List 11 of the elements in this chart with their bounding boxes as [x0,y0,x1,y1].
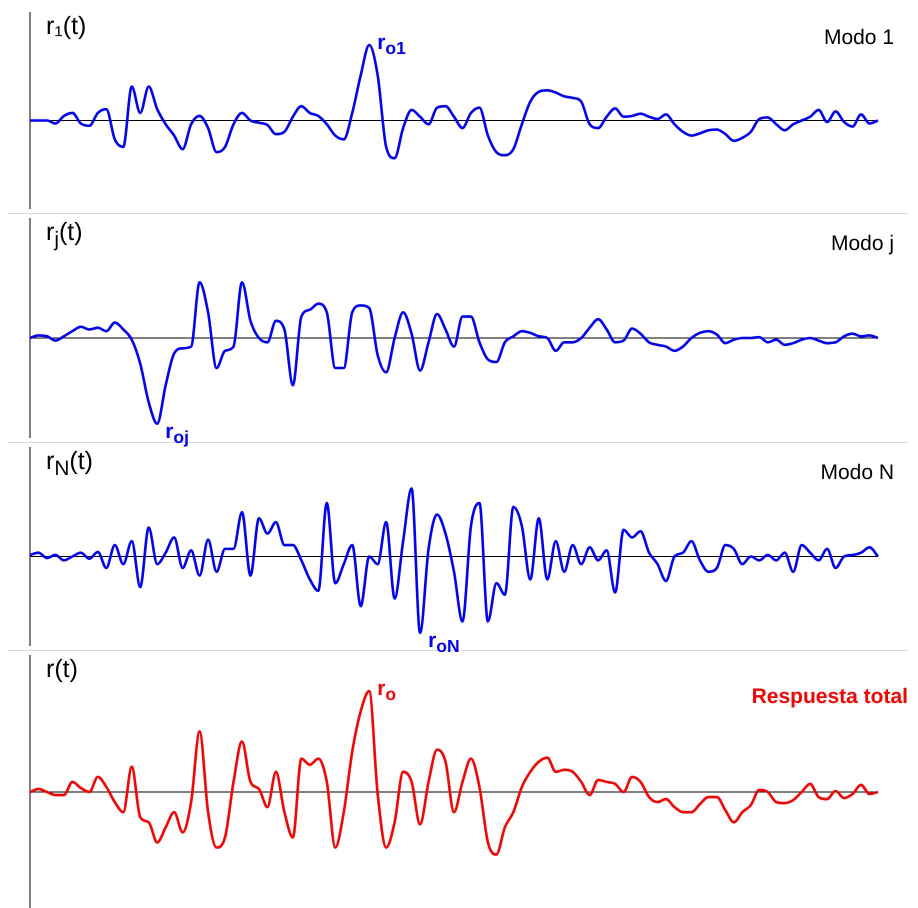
text: Respuesta total [752,685,908,709]
y-axis-title: r$_{N}$(t) [46,447,93,481]
annotation: r$_{o}$ [377,677,396,706]
y-axis-title: r₁(t) [46,12,86,41]
chart-title: Modo N [820,461,894,485]
chart-title: Modo 1 [824,26,894,50]
annotation: r$_{oj}$ [165,420,189,448]
annotation: r$_{oN}$ [428,628,460,658]
y-axis-title: r(t) [46,655,78,684]
chart-title: Modo j [830,232,894,256]
y-axis-title: r$_{j}$(t) [46,218,83,252]
